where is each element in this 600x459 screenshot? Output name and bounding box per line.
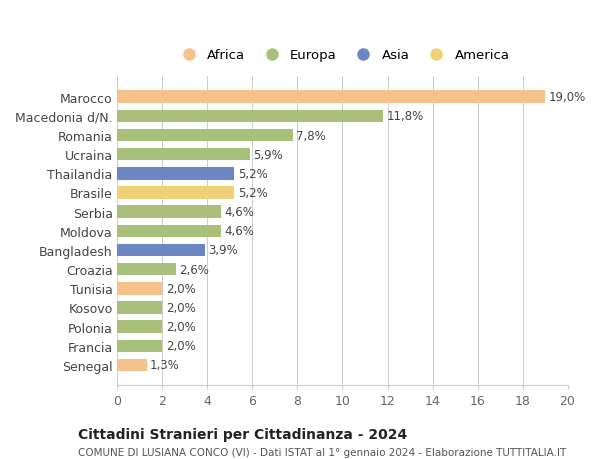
Text: 19,0%: 19,0% — [548, 91, 586, 104]
Text: 11,8%: 11,8% — [386, 110, 424, 123]
Text: 5,2%: 5,2% — [238, 187, 268, 200]
Text: 2,0%: 2,0% — [166, 340, 196, 353]
Text: 1,3%: 1,3% — [150, 358, 180, 372]
Bar — [118, 282, 163, 295]
Bar — [118, 302, 163, 314]
Text: 2,0%: 2,0% — [166, 320, 196, 333]
Legend: Africa, Europa, Asia, America: Africa, Europa, Asia, America — [170, 44, 515, 67]
Bar — [118, 149, 250, 161]
Bar — [118, 187, 235, 199]
Bar — [118, 206, 221, 218]
Text: 5,2%: 5,2% — [238, 168, 268, 180]
Bar — [118, 359, 147, 371]
Bar — [118, 263, 176, 276]
Text: Cittadini Stranieri per Cittadinanza - 2024: Cittadini Stranieri per Cittadinanza - 2… — [78, 427, 407, 442]
Bar — [118, 225, 221, 237]
Text: 7,8%: 7,8% — [296, 129, 326, 142]
Bar — [118, 111, 383, 123]
Bar — [118, 168, 235, 180]
Bar — [118, 244, 205, 257]
Text: 2,0%: 2,0% — [166, 282, 196, 295]
Bar — [118, 321, 163, 333]
Text: 5,9%: 5,9% — [254, 148, 283, 161]
Text: COMUNE DI LUSIANA CONCO (VI) - Dati ISTAT al 1° gennaio 2024 - Elaborazione TUTT: COMUNE DI LUSIANA CONCO (VI) - Dati ISTA… — [78, 448, 566, 457]
Text: 2,0%: 2,0% — [166, 301, 196, 314]
Text: 2,6%: 2,6% — [179, 263, 209, 276]
Text: 4,6%: 4,6% — [224, 206, 254, 218]
Text: 3,9%: 3,9% — [209, 244, 238, 257]
Bar — [118, 340, 163, 352]
Bar — [118, 129, 293, 142]
Text: 4,6%: 4,6% — [224, 225, 254, 238]
Bar — [118, 91, 545, 104]
